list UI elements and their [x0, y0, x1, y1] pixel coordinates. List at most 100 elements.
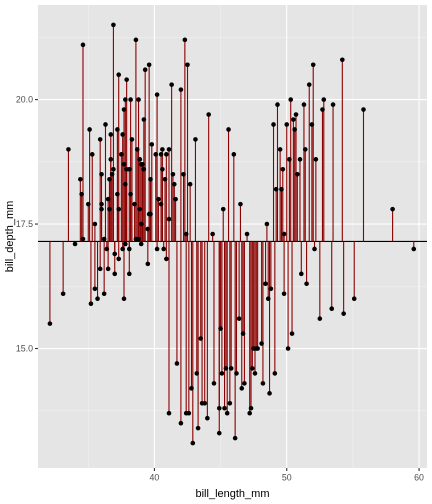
data-point [340, 57, 345, 63]
data-point [185, 62, 190, 68]
data-point [173, 196, 178, 202]
data-point [198, 336, 204, 341]
data-point [321, 97, 327, 102]
data-point [126, 246, 132, 252]
data-point [275, 102, 280, 107]
data-point [142, 67, 148, 73]
data-point [89, 152, 95, 157]
data-point [193, 137, 198, 142]
data-point [361, 107, 366, 112]
data-point [116, 206, 122, 212]
data-point [189, 386, 194, 391]
data-point [169, 82, 174, 87]
data-point [247, 410, 253, 416]
data-point [312, 246, 317, 252]
plot-panel [38, 5, 427, 468]
data-point [271, 122, 276, 127]
data-point [101, 236, 107, 242]
data-point [228, 366, 234, 371]
data-point [248, 405, 254, 411]
x-tick-label: 60 [414, 473, 424, 483]
data-point [280, 166, 286, 172]
data-point [123, 97, 128, 102]
data-point [109, 171, 115, 177]
data-point [239, 386, 245, 391]
data-point [273, 186, 279, 192]
data-point [268, 286, 274, 292]
data-point [123, 241, 128, 247]
data-point [112, 251, 118, 257]
data-point [317, 316, 323, 321]
data-point [160, 166, 165, 172]
data-point [158, 201, 164, 207]
major-gridlines [38, 5, 427, 468]
data-point [183, 231, 189, 237]
data-point [126, 166, 132, 172]
data-point [154, 92, 160, 97]
data-point [224, 410, 230, 416]
data-point [164, 152, 169, 157]
data-point [87, 127, 92, 132]
data-point [223, 366, 229, 371]
data-point [301, 102, 307, 107]
data-point [174, 361, 180, 366]
data-point [171, 181, 177, 187]
data-point [161, 246, 166, 252]
data-point [205, 415, 210, 421]
data-point [101, 291, 107, 297]
data-point [126, 271, 132, 277]
data-point [240, 331, 246, 336]
data-point [242, 381, 247, 386]
data-point [297, 157, 303, 162]
data-point [47, 321, 53, 326]
data-point [160, 147, 165, 152]
data-point [107, 206, 112, 212]
data-point [330, 102, 336, 107]
data-point [236, 316, 242, 321]
data-point [108, 157, 114, 162]
y-axis-title: bill_depth_mm [4, 201, 16, 273]
data-point [281, 291, 287, 297]
data-point [227, 400, 233, 406]
data-point [112, 271, 118, 277]
data-point [103, 122, 108, 127]
data-point [259, 341, 264, 346]
data-point [231, 152, 237, 157]
data-point [123, 181, 128, 187]
data-point [115, 191, 120, 197]
data-point [190, 440, 196, 446]
data-point [146, 62, 152, 68]
data-point [111, 22, 116, 28]
data-point [232, 435, 238, 441]
data-point [244, 231, 250, 237]
data-point [88, 301, 94, 307]
data-point [108, 132, 114, 137]
data-point [291, 117, 296, 122]
data-point [60, 291, 66, 297]
data-point [390, 206, 395, 212]
data-point [206, 112, 211, 117]
data-point [178, 87, 184, 92]
data-point [164, 256, 169, 262]
data-point [128, 191, 133, 197]
data-point [132, 201, 137, 207]
data-point [141, 166, 147, 172]
data-point [137, 206, 143, 212]
data-point [313, 157, 319, 162]
data-point [299, 271, 304, 277]
data-point [134, 147, 140, 152]
data-point [238, 201, 243, 207]
data-point [216, 405, 222, 411]
data-point [267, 391, 272, 396]
data-point [411, 246, 417, 252]
data-point [99, 171, 104, 177]
data-point [277, 147, 283, 152]
data-point [289, 331, 295, 336]
data-point [141, 117, 147, 122]
data-point [156, 196, 161, 202]
data-point [145, 261, 151, 267]
data-point [272, 371, 278, 376]
data-point [306, 82, 312, 87]
lollipop-stems [49, 24, 415, 444]
data-point [95, 296, 100, 302]
